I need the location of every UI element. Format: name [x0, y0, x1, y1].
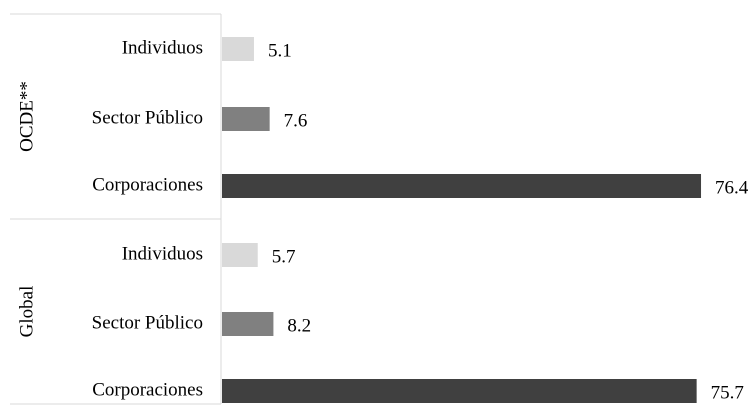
- chart-labels: OCDE** Individuos 5.1 Sector Público 7.6 Corp…: [16, 37, 748, 403]
- category-label-1-2: Corporaciones: [92, 379, 203, 400]
- value-label-0-0: 5.1: [268, 40, 292, 61]
- value-label-0-1: 7.6: [284, 110, 308, 131]
- group-label-0: OCDE**: [16, 81, 37, 152]
- bar-1-0: [222, 243, 258, 267]
- chart-bars: [222, 37, 702, 403]
- value-label-1-2: 75.7: [711, 382, 744, 403]
- bar-1-1: [222, 312, 274, 336]
- value-label-0-2: 76.4: [715, 177, 749, 198]
- category-label-1-1: Sector Público: [92, 312, 203, 333]
- category-label-0-0: Individuos: [122, 37, 203, 58]
- category-label-0-1: Sector Público: [92, 107, 203, 128]
- category-label-1-0: Individuos: [122, 243, 203, 264]
- bar-0-2: [222, 174, 702, 198]
- value-label-1-1: 8.2: [287, 315, 311, 336]
- bar-0-0: [222, 37, 254, 61]
- category-label-0-2: Corporaciones: [92, 174, 203, 195]
- bar-1-2: [222, 379, 697, 403]
- chart-axes: [10, 13, 222, 405]
- group-label-1: Global: [16, 286, 37, 338]
- value-label-1-0: 5.7: [272, 246, 296, 267]
- bar-0-1: [222, 107, 270, 131]
